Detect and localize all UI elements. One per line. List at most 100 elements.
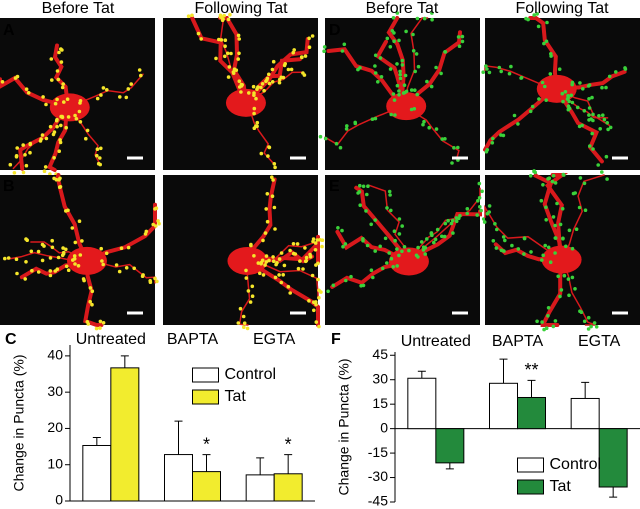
puncta [512,113,517,118]
puncta [567,99,571,104]
dendrite [55,173,89,263]
puncta [402,83,407,87]
puncta [62,100,66,104]
puncta [562,273,567,278]
column-header: Following Tat [515,0,609,17]
puncta [56,77,61,82]
puncta [484,149,489,154]
puncta [391,15,396,20]
puncta [365,192,369,197]
puncta [553,319,558,323]
puncta [600,170,604,174]
puncta [140,274,145,279]
y-tick-label: 10 [47,455,63,471]
puncta [8,162,13,167]
puncta [98,319,103,324]
puncta [73,262,77,266]
puncta [414,52,419,56]
puncta [292,48,297,52]
puncta [238,306,243,311]
puncta [560,206,565,211]
puncta [594,325,599,329]
puncta [604,85,608,90]
puncta [536,24,541,29]
puncta [582,319,587,324]
significance: * [203,434,210,454]
puncta [41,95,45,99]
puncta [553,223,557,228]
puncta [413,88,417,92]
puncta [271,255,275,259]
puncta [303,54,308,58]
puncta [36,270,41,274]
puncta [425,237,429,241]
puncta [587,83,592,87]
puncta [563,90,568,94]
bar [110,367,140,502]
puncta [364,209,368,213]
puncta [385,36,390,41]
puncta [273,275,278,280]
puncta [55,69,60,73]
puncta [104,251,109,256]
puncta [602,117,607,122]
puncta [85,320,90,324]
puncta [477,181,482,186]
puncta [228,12,232,17]
puncta [326,289,330,294]
puncta [369,222,374,227]
puncta [279,75,284,80]
puncta [77,219,82,223]
puncta [304,255,309,260]
puncta [349,274,353,279]
puncta [221,17,225,22]
puncta [542,41,546,46]
puncta [359,284,363,288]
puncta [156,219,160,223]
puncta [571,191,576,196]
puncta [397,232,402,236]
y-tick-label: -15 [368,444,388,460]
puncta [366,184,370,188]
bar [407,377,437,430]
puncta [373,71,378,75]
puncta [434,65,438,70]
puncta [72,254,77,258]
y-axis-label: Change in Puncta (%) [336,359,352,496]
puncta [236,57,240,61]
puncta [573,287,577,291]
puncta [378,56,383,60]
puncta [44,102,48,107]
puncta [90,302,94,307]
puncta [236,33,241,38]
puncta [361,184,366,189]
puncta [446,218,450,223]
puncta [53,101,58,106]
puncta [267,72,271,77]
puncta [566,277,571,281]
puncta [457,44,462,48]
micrograph [482,169,640,332]
puncta [357,190,362,194]
puncta [423,252,428,256]
puncta [239,82,244,87]
puncta [88,299,92,304]
puncta [398,72,403,77]
puncta [88,286,93,290]
puncta [543,84,547,89]
puncta [429,84,434,89]
puncta [272,205,277,210]
puncta [322,49,326,53]
puncta [261,273,266,277]
puncta [312,308,316,313]
puncta [78,253,83,257]
soma [541,245,582,274]
puncta [495,227,499,232]
soma [536,74,577,103]
puncta [313,241,318,245]
puncta [411,49,416,53]
dendrite [484,204,563,261]
puncta [153,276,157,281]
puncta [528,174,533,178]
puncta [440,234,444,239]
